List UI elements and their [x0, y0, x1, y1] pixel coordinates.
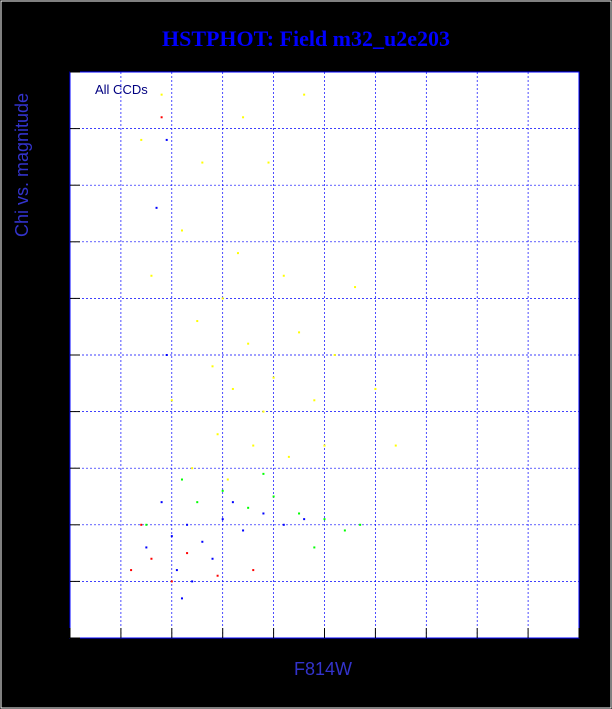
data-point	[160, 116, 163, 119]
y-tick-label: 3	[55, 291, 62, 305]
data-point	[221, 489, 224, 492]
data-point	[170, 580, 173, 583]
data-point	[354, 286, 357, 289]
data-point	[242, 529, 245, 532]
x-axis-label: F814W	[294, 659, 352, 679]
data-point	[298, 331, 301, 334]
data-point	[262, 472, 265, 475]
data-points	[130, 93, 397, 600]
y-tick-label: 1	[55, 518, 62, 532]
x-tick-label: 24	[318, 644, 332, 658]
data-point	[272, 376, 275, 379]
data-point	[160, 501, 163, 504]
y-tick-label: 3.5	[45, 235, 62, 249]
data-point	[262, 512, 265, 515]
data-point	[186, 552, 189, 555]
y-tick-label: 0	[55, 631, 62, 645]
data-point	[359, 523, 362, 526]
x-tick-label: 27	[471, 644, 485, 658]
data-point	[145, 546, 148, 549]
data-point	[252, 444, 255, 447]
axis-ticks: 19 20 21 22 23 24 25 26 27 28 29 0 0.5 1 1.5 2 2.5 3 3.5 4 4…	[45, 65, 586, 658]
x-tick-label: 28	[521, 644, 535, 658]
data-point	[155, 206, 158, 209]
data-point	[236, 252, 239, 255]
data-point	[374, 387, 377, 390]
data-point	[272, 495, 275, 498]
data-point	[231, 387, 234, 390]
data-point	[201, 540, 204, 543]
data-point	[201, 161, 204, 164]
data-point	[145, 523, 148, 526]
data-point	[165, 138, 168, 141]
data-point	[165, 354, 168, 356]
data-point	[150, 557, 153, 560]
data-point	[313, 546, 316, 549]
x-tick-label: 26	[420, 644, 434, 658]
data-point	[160, 93, 163, 96]
grid-lines	[69, 71, 580, 639]
x-tick-label: 23	[267, 644, 281, 658]
x-tick-label: 25	[369, 644, 383, 658]
data-point	[216, 433, 219, 436]
data-point	[180, 597, 183, 600]
data-point	[170, 399, 173, 402]
data-point	[303, 93, 306, 96]
x-tick-label: 19	[63, 644, 77, 658]
y-tick-label: 2.5	[45, 348, 62, 362]
data-point	[282, 274, 285, 277]
data-point	[140, 138, 143, 141]
y-tick-label: 0.5	[45, 574, 62, 588]
y-tick-label: 1.5	[45, 461, 62, 475]
data-point	[130, 569, 133, 572]
data-point	[186, 523, 189, 526]
data-point	[180, 478, 183, 481]
data-point	[226, 478, 229, 481]
x-tick-label: 22	[216, 644, 230, 658]
data-point	[180, 229, 183, 232]
y-tick-label: 4	[55, 178, 62, 192]
data-point	[221, 518, 224, 521]
all-ccds-annotation: All CCDs	[95, 82, 148, 97]
data-point	[323, 518, 326, 521]
data-point	[252, 569, 255, 572]
y-tick-label: 5	[55, 65, 62, 79]
data-point	[262, 410, 265, 413]
x-tick-label: 21	[165, 644, 179, 658]
data-point	[175, 569, 178, 572]
y-axis-label: Chi vs. magnitude	[12, 93, 32, 237]
y-tick-label: 4.5	[45, 122, 62, 136]
data-point	[191, 467, 194, 470]
data-point	[140, 523, 143, 526]
data-point	[150, 274, 153, 277]
data-point	[247, 342, 250, 345]
data-point	[216, 574, 219, 577]
y-tick-label: 2	[55, 405, 62, 419]
data-point	[343, 529, 346, 532]
data-point	[394, 444, 397, 447]
data-point	[247, 506, 250, 509]
x-tick-label: 20	[114, 644, 128, 658]
data-point	[196, 320, 199, 323]
data-point	[211, 557, 214, 560]
data-point	[333, 354, 336, 356]
data-point	[191, 580, 194, 583]
data-point	[287, 455, 290, 458]
data-point	[221, 297, 224, 300]
chart-title: HSTPHOT: Field m32_u2e203	[162, 26, 450, 51]
data-point	[323, 444, 326, 447]
data-point	[231, 501, 234, 504]
data-point	[282, 523, 285, 526]
data-point	[313, 399, 316, 402]
data-point	[170, 535, 173, 538]
data-point	[303, 518, 306, 521]
data-point	[267, 161, 270, 164]
data-point	[196, 501, 199, 504]
x-tick-label: 29	[572, 644, 586, 658]
data-point	[211, 365, 214, 368]
data-point	[242, 116, 245, 119]
data-point	[298, 512, 301, 515]
